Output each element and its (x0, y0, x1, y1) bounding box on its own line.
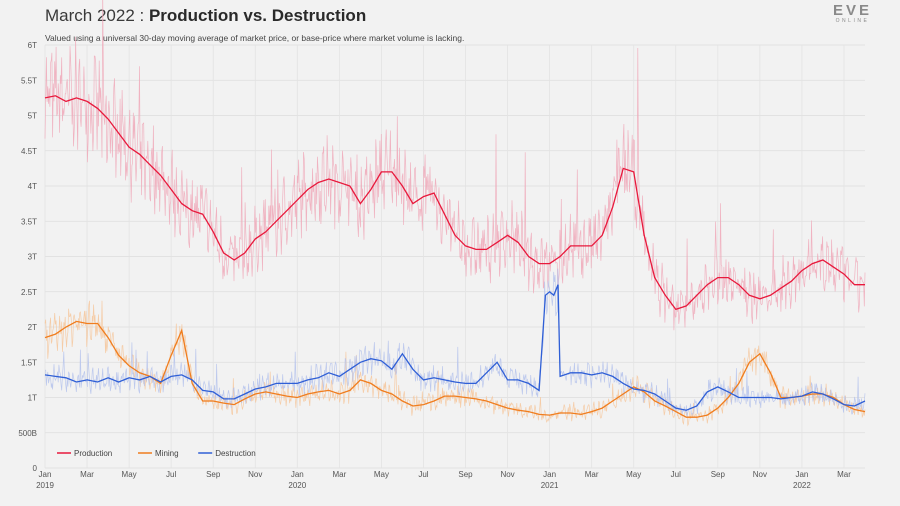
legend-label-production: Production (74, 449, 112, 458)
x-tick-label: Mar (837, 470, 851, 479)
series-layer (44, 0, 866, 427)
series-raw-line-mining (44, 300, 866, 427)
y-tick-label: 4T (28, 182, 37, 191)
x-tick-label: Mar (332, 470, 346, 479)
x-tick-year-label: 2019 (36, 481, 54, 490)
x-axis: Jan 2019 Mar May Jul Sep Nov Jan 2020 Mar May Jul Se… (36, 470, 851, 490)
x-tick-label: May (374, 470, 389, 479)
y-tick-label: 0 (33, 464, 38, 473)
y-tick-label: 6T (28, 41, 37, 50)
x-tick-year-label: 2022 (793, 481, 811, 490)
x-tick-label: Nov (248, 470, 262, 479)
series-raw-line-production (44, 0, 866, 331)
y-tick-label: 2T (28, 323, 37, 332)
grid-lines (44, 44, 865, 469)
y-tick-label: 500B (18, 429, 37, 438)
x-tick-label: Jan (39, 470, 52, 479)
x-tick-label: Jan (795, 470, 808, 479)
series-line-destruction (44, 284, 866, 411)
y-tick-label: 5T (28, 112, 37, 121)
y-tick-label: 4.5T (21, 147, 37, 156)
logo-subtext: ONLINE (835, 18, 870, 24)
x-tick-label: Sep (711, 470, 726, 479)
x-tick-label: Jul (418, 470, 428, 479)
x-tick-label: Nov (753, 470, 767, 479)
series-raw-line-destruction (44, 268, 866, 417)
legend-label-destruction: Destruction (215, 449, 255, 458)
x-tick-label: Sep (206, 470, 221, 479)
x-tick-label: Nov (500, 470, 514, 479)
title-main: Production vs. Destruction (148, 6, 367, 25)
logo-text: EVE (832, 2, 872, 19)
title-date: March 2022 : (45, 6, 149, 25)
y-tick-label: 1T (28, 394, 37, 403)
x-tick-year-label: 2021 (541, 481, 559, 490)
x-tick-label: Jul (166, 470, 176, 479)
legend-label-mining: Mining (155, 449, 179, 458)
x-tick-label: Jul (671, 470, 681, 479)
x-tick-label: Mar (80, 470, 94, 479)
y-axis: 0 500B 1T 1.5T 2T 2.5T 3T 3.5T 4T 4.5T 5T 5.5T 6T (18, 41, 37, 473)
y-tick-label: 3T (28, 253, 37, 262)
x-tick-label: Jan (543, 470, 556, 479)
y-tick-label: 2.5T (21, 288, 37, 297)
y-tick-label: 1.5T (21, 358, 37, 367)
x-tick-year-label: 2020 (288, 481, 306, 490)
x-tick-label: Jan (291, 470, 304, 479)
y-tick-label: 3.5T (21, 217, 37, 226)
x-tick-label: May (122, 470, 137, 479)
y-tick-label: 5.5T (21, 76, 37, 85)
series-line-production (44, 95, 865, 311)
legend: Production Mining Destruction (57, 449, 256, 458)
x-tick-label: May (626, 470, 641, 479)
eve-online-logo: EVE ONLINE (833, 3, 872, 24)
chart-title: March 2022 : Production vs. Destruction (45, 6, 366, 26)
x-tick-label: Mar (585, 470, 599, 479)
series-line-mining (44, 320, 866, 418)
chart-subtitle: Valued using a universal 30-day moving a… (45, 33, 465, 43)
x-tick-label: Sep (458, 470, 473, 479)
